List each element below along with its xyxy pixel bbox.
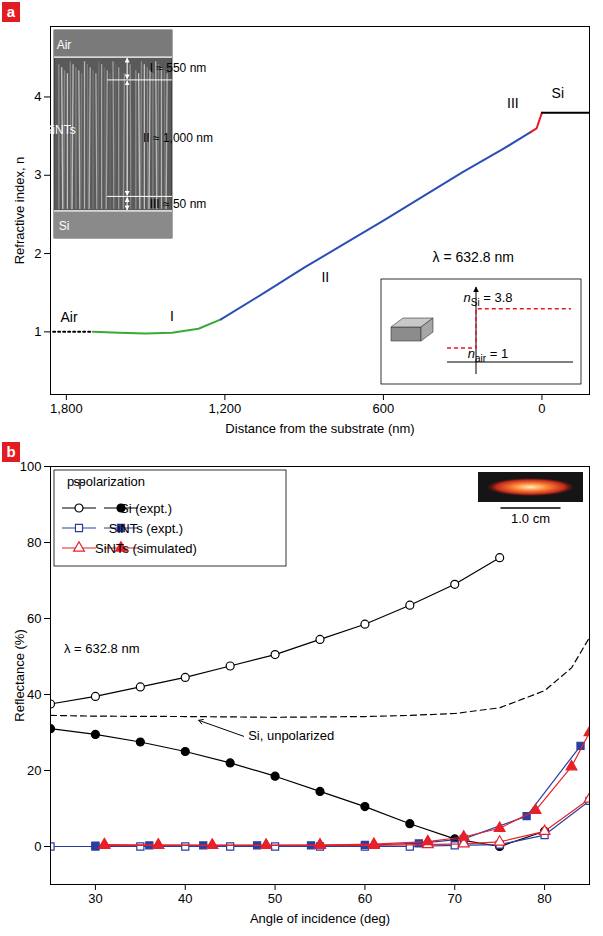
svg-text:SiNTs (expt.): SiNTs (expt.) <box>109 521 183 536</box>
svg-text:4: 4 <box>34 89 41 104</box>
svg-text:Air: Air <box>60 309 77 325</box>
svg-text:Distance from the substrate (n: Distance from the substrate (nm) <box>225 421 414 436</box>
svg-text:b: b <box>6 443 15 460</box>
svg-text:II ≈ 1,000 nm: II ≈ 1,000 nm <box>143 131 213 145</box>
svg-text:III ≈ 50 nm: III ≈ 50 nm <box>150 197 207 211</box>
svg-text:λ = 632.8 nm: λ = 632.8 nm <box>64 641 140 656</box>
svg-text:SiNTs: SiNTs <box>44 123 75 137</box>
svg-text:I: I <box>170 308 174 324</box>
svg-text:III: III <box>507 95 519 111</box>
svg-text:Refractive index, n: Refractive index, n <box>12 157 27 265</box>
svg-text:0: 0 <box>34 839 41 854</box>
svg-text:60: 60 <box>27 611 41 626</box>
svg-text:Si, unpolarized: Si, unpolarized <box>248 728 334 743</box>
svg-text:80: 80 <box>27 535 41 550</box>
svg-text:nair = 1: nair = 1 <box>468 346 508 364</box>
svg-text:Si: Si <box>552 85 564 101</box>
svg-text:80: 80 <box>537 891 551 906</box>
svg-text:50: 50 <box>268 891 282 906</box>
svg-text:1,200: 1,200 <box>209 401 242 416</box>
svg-text:Air: Air <box>57 38 72 52</box>
svg-text:I ≈ 550 nm: I ≈ 550 nm <box>150 61 207 75</box>
svg-text:Si: Si <box>59 219 70 233</box>
svg-text:SiNTs (simulated): SiNTs (simulated) <box>95 541 197 556</box>
svg-text:Si (expt.): Si (expt.) <box>120 501 172 516</box>
svg-text:II: II <box>321 269 329 285</box>
svg-text:2: 2 <box>34 246 41 261</box>
svg-text:1: 1 <box>34 324 41 339</box>
svg-text:70: 70 <box>448 891 462 906</box>
svg-text:λ = 632.8 nm: λ = 632.8 nm <box>433 249 514 265</box>
svg-text:Reflectance (%): Reflectance (%) <box>12 629 27 721</box>
svg-text:nSi = 3.8: nSi = 3.8 <box>463 290 512 308</box>
svg-text:Angle of incidence (deg): Angle of incidence (deg) <box>250 911 390 926</box>
svg-text:20: 20 <box>27 763 41 778</box>
svg-text:1,800: 1,800 <box>50 401 83 416</box>
svg-text:100: 100 <box>20 459 42 474</box>
svg-text:600: 600 <box>373 401 395 416</box>
svg-text:a: a <box>7 3 16 20</box>
svg-text:40: 40 <box>178 891 192 906</box>
svg-text:p-polarization: p-polarization <box>67 474 145 489</box>
svg-text:3: 3 <box>34 167 41 182</box>
svg-text:40: 40 <box>27 687 41 702</box>
svg-text:0: 0 <box>538 401 545 416</box>
svg-text:30: 30 <box>88 891 102 906</box>
svg-text:1.0 cm: 1.0 cm <box>511 511 550 526</box>
svg-text:60: 60 <box>358 891 372 906</box>
